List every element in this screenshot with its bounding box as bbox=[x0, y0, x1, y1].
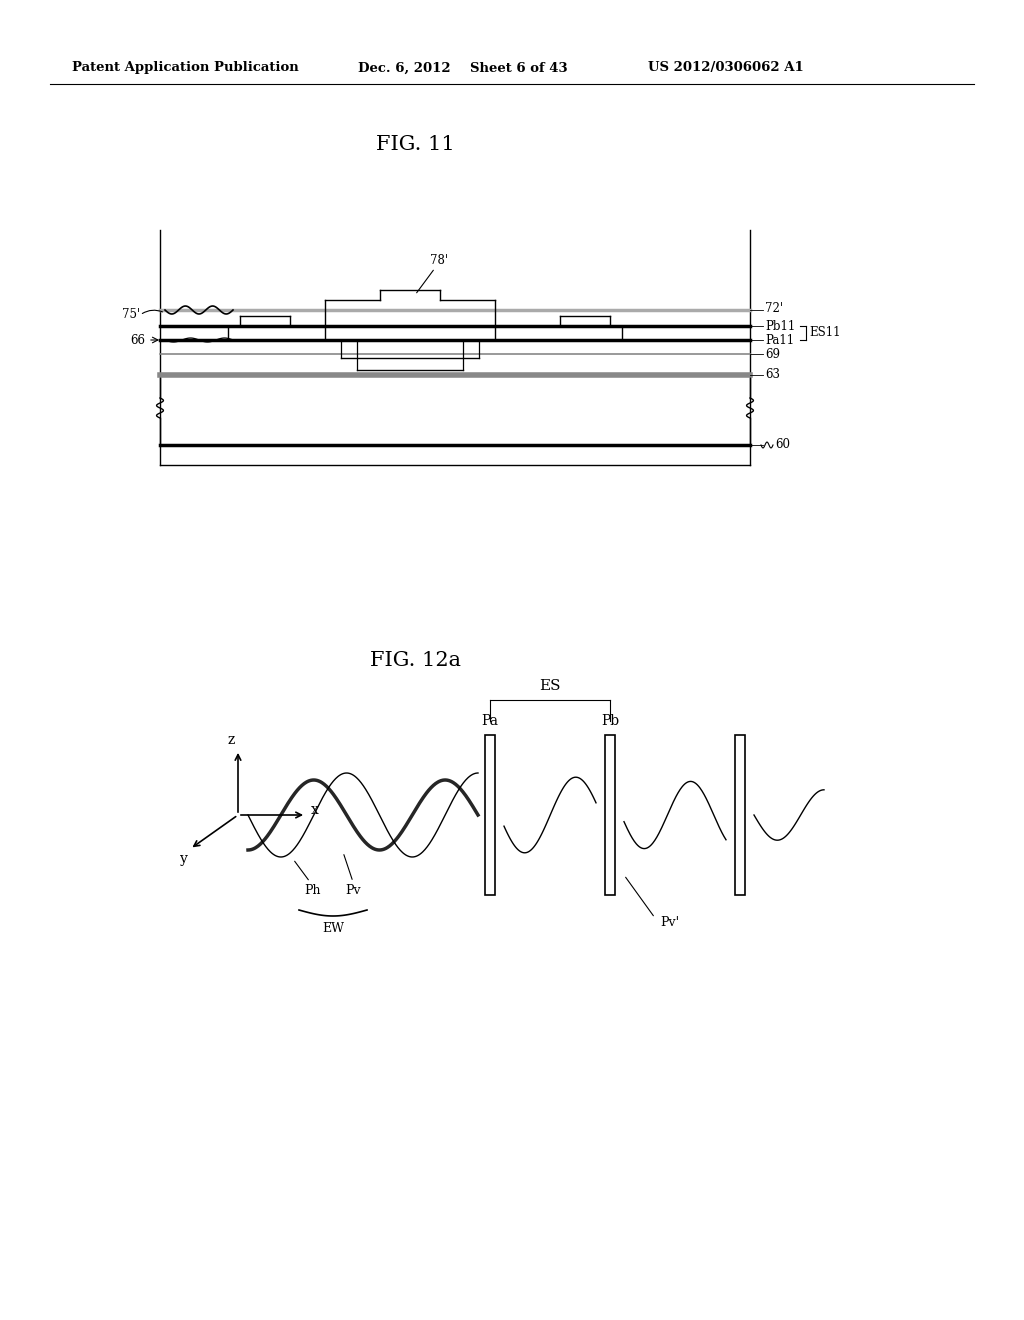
Text: US 2012/0306062 A1: US 2012/0306062 A1 bbox=[648, 62, 804, 74]
Text: Pa: Pa bbox=[481, 714, 499, 729]
Text: Ph: Ph bbox=[305, 883, 322, 896]
Text: z: z bbox=[228, 733, 236, 747]
Text: FIG. 11: FIG. 11 bbox=[376, 136, 455, 154]
Text: 66: 66 bbox=[130, 334, 145, 346]
Bar bbox=[735, 735, 745, 895]
Text: 72': 72' bbox=[765, 302, 783, 315]
Text: 60: 60 bbox=[775, 438, 790, 451]
Text: 69: 69 bbox=[765, 347, 780, 360]
Text: 75': 75' bbox=[122, 309, 140, 322]
Text: ES: ES bbox=[540, 678, 561, 693]
Text: FIG. 12a: FIG. 12a bbox=[370, 651, 461, 669]
Text: Pv': Pv' bbox=[660, 916, 679, 929]
Bar bbox=[485, 735, 495, 895]
Text: 63: 63 bbox=[765, 368, 780, 381]
Text: Patent Application Publication: Patent Application Publication bbox=[72, 62, 299, 74]
Text: 78': 78' bbox=[430, 253, 449, 267]
Text: Sheet 6 of 43: Sheet 6 of 43 bbox=[470, 62, 567, 74]
Bar bbox=[605, 735, 615, 895]
Text: Pb: Pb bbox=[601, 714, 620, 729]
Text: Pv: Pv bbox=[345, 883, 360, 896]
Text: Dec. 6, 2012: Dec. 6, 2012 bbox=[358, 62, 451, 74]
Text: EW: EW bbox=[322, 921, 344, 935]
Text: Pa11: Pa11 bbox=[765, 334, 795, 346]
Text: x: x bbox=[311, 803, 318, 817]
Text: ES11: ES11 bbox=[809, 326, 841, 339]
Text: y: y bbox=[180, 851, 187, 866]
Text: Pb11: Pb11 bbox=[765, 319, 796, 333]
